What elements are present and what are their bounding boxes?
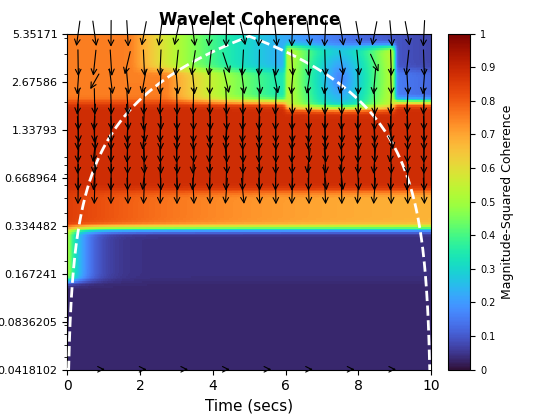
X-axis label: Time (secs): Time (secs) [205,399,293,414]
Y-axis label: Magnitude-Squared Coherence: Magnitude-Squared Coherence [501,105,514,299]
Title: Wavelet Coherence: Wavelet Coherence [158,11,340,29]
